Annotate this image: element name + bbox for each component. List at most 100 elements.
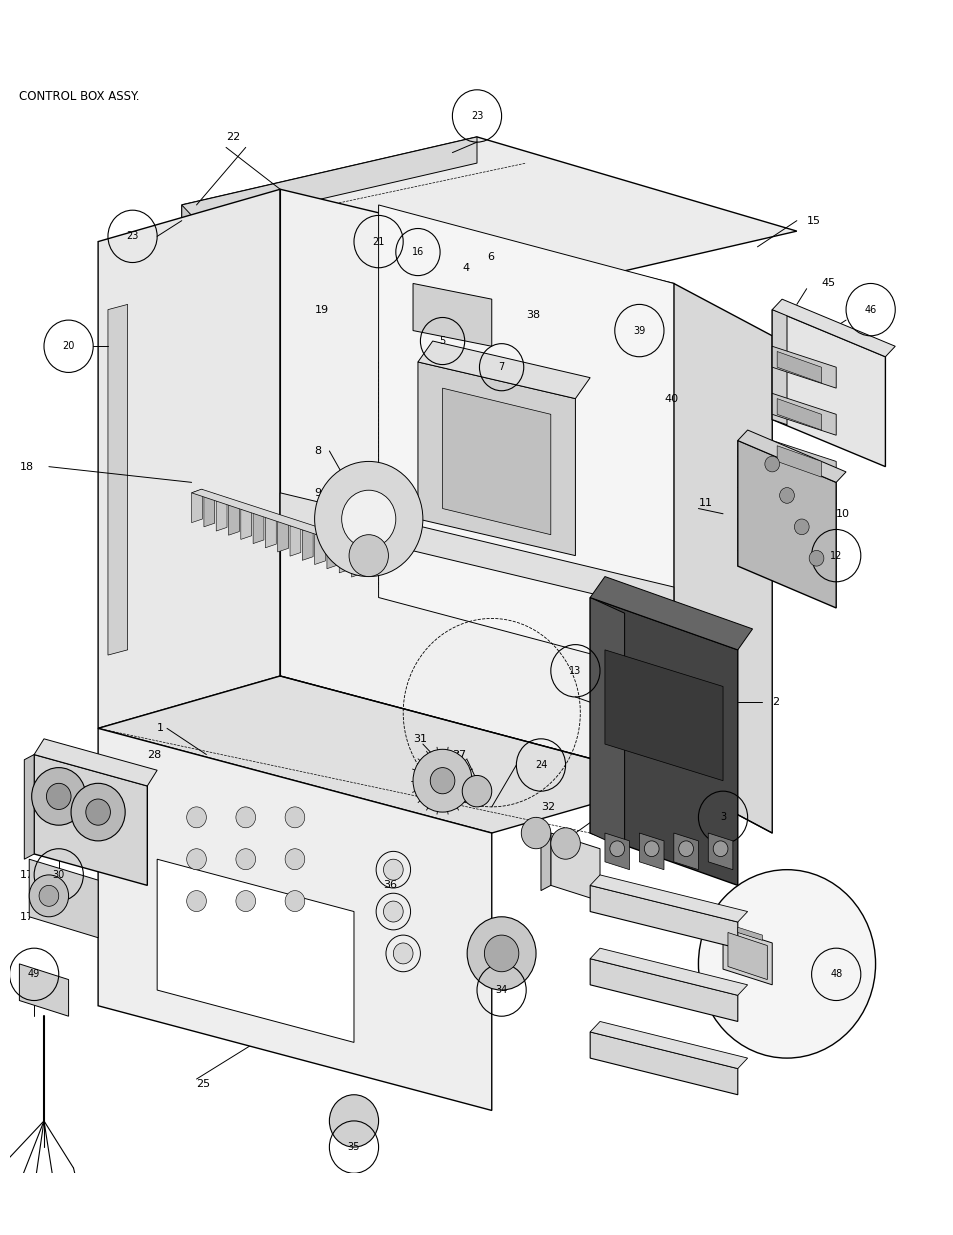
Polygon shape — [182, 137, 476, 231]
Circle shape — [413, 750, 472, 813]
Text: 28: 28 — [147, 750, 161, 760]
Polygon shape — [590, 1032, 737, 1094]
Polygon shape — [34, 755, 147, 885]
Text: 10: 10 — [836, 509, 849, 519]
Polygon shape — [280, 189, 673, 781]
Polygon shape — [771, 310, 884, 467]
Polygon shape — [604, 650, 722, 781]
Text: 23: 23 — [126, 231, 138, 241]
Text: 22: 22 — [226, 132, 240, 142]
Polygon shape — [639, 834, 663, 869]
Polygon shape — [378, 205, 673, 676]
Text: 44: 44 — [806, 347, 821, 357]
Polygon shape — [590, 874, 747, 923]
Text: 8: 8 — [314, 446, 321, 456]
Polygon shape — [229, 501, 239, 535]
Polygon shape — [639, 676, 673, 755]
Polygon shape — [417, 362, 575, 556]
Polygon shape — [550, 834, 599, 902]
Text: 20: 20 — [62, 341, 74, 351]
Circle shape — [285, 890, 304, 911]
Polygon shape — [590, 598, 624, 848]
Circle shape — [520, 818, 550, 848]
Circle shape — [47, 783, 71, 809]
Polygon shape — [737, 430, 845, 483]
Circle shape — [462, 776, 491, 806]
Circle shape — [383, 860, 403, 881]
Polygon shape — [590, 1021, 747, 1068]
Polygon shape — [314, 531, 325, 564]
Polygon shape — [339, 540, 350, 573]
Circle shape — [678, 841, 693, 857]
Circle shape — [235, 848, 255, 869]
Text: 49: 49 — [28, 969, 40, 979]
Circle shape — [71, 783, 125, 841]
Polygon shape — [590, 948, 747, 995]
Polygon shape — [771, 394, 836, 435]
Circle shape — [86, 799, 111, 825]
Text: 25: 25 — [196, 1079, 211, 1089]
Polygon shape — [737, 441, 836, 608]
Circle shape — [187, 890, 206, 911]
Text: 18: 18 — [19, 462, 33, 472]
Text: 27: 27 — [757, 944, 771, 953]
Polygon shape — [413, 284, 491, 346]
Circle shape — [187, 806, 206, 827]
Circle shape — [643, 841, 659, 857]
Polygon shape — [771, 299, 894, 357]
Circle shape — [187, 848, 206, 869]
Circle shape — [235, 806, 255, 827]
Polygon shape — [707, 834, 732, 869]
Text: 47: 47 — [722, 969, 737, 979]
Circle shape — [383, 902, 403, 923]
Text: 35: 35 — [348, 1142, 360, 1152]
Text: 45: 45 — [821, 278, 835, 289]
Polygon shape — [98, 189, 280, 729]
Polygon shape — [771, 346, 836, 388]
Polygon shape — [590, 885, 737, 948]
Polygon shape — [182, 137, 796, 299]
Polygon shape — [19, 963, 69, 1016]
Polygon shape — [777, 399, 821, 430]
Circle shape — [31, 768, 86, 825]
Polygon shape — [30, 860, 98, 937]
Polygon shape — [590, 958, 737, 1021]
Circle shape — [314, 462, 422, 577]
Polygon shape — [777, 352, 821, 383]
Text: 43: 43 — [821, 394, 835, 404]
Text: 5: 5 — [439, 336, 445, 346]
Text: 30: 30 — [52, 869, 65, 879]
Polygon shape — [240, 506, 252, 540]
Text: 33: 33 — [590, 813, 603, 823]
Text: 21: 21 — [372, 237, 384, 247]
Text: 15: 15 — [806, 216, 820, 226]
Text: DCA-150SSVU —  CONTROL BOX ASSY.: DCA-150SSVU — CONTROL BOX ASSY. — [242, 21, 806, 47]
Polygon shape — [280, 493, 673, 614]
Circle shape — [430, 768, 455, 794]
Circle shape — [713, 841, 727, 857]
Text: 46: 46 — [863, 305, 876, 315]
Polygon shape — [277, 519, 288, 552]
Circle shape — [609, 841, 624, 857]
Polygon shape — [771, 310, 786, 425]
Text: 48: 48 — [829, 969, 841, 979]
Circle shape — [484, 935, 518, 972]
Text: 1: 1 — [157, 724, 164, 734]
Polygon shape — [540, 834, 550, 890]
Text: 13: 13 — [569, 666, 581, 676]
Circle shape — [779, 488, 794, 504]
Circle shape — [467, 916, 536, 990]
Text: 6: 6 — [486, 252, 494, 262]
Text: 34: 34 — [495, 986, 507, 995]
Polygon shape — [590, 598, 737, 885]
Polygon shape — [192, 489, 374, 551]
Polygon shape — [182, 205, 206, 257]
Polygon shape — [108, 304, 128, 655]
Polygon shape — [673, 834, 698, 869]
Circle shape — [698, 869, 875, 1058]
Polygon shape — [192, 489, 202, 522]
Text: 44: 44 — [821, 357, 835, 367]
Polygon shape — [771, 441, 836, 483]
Text: 3: 3 — [720, 813, 725, 823]
Polygon shape — [673, 284, 771, 834]
